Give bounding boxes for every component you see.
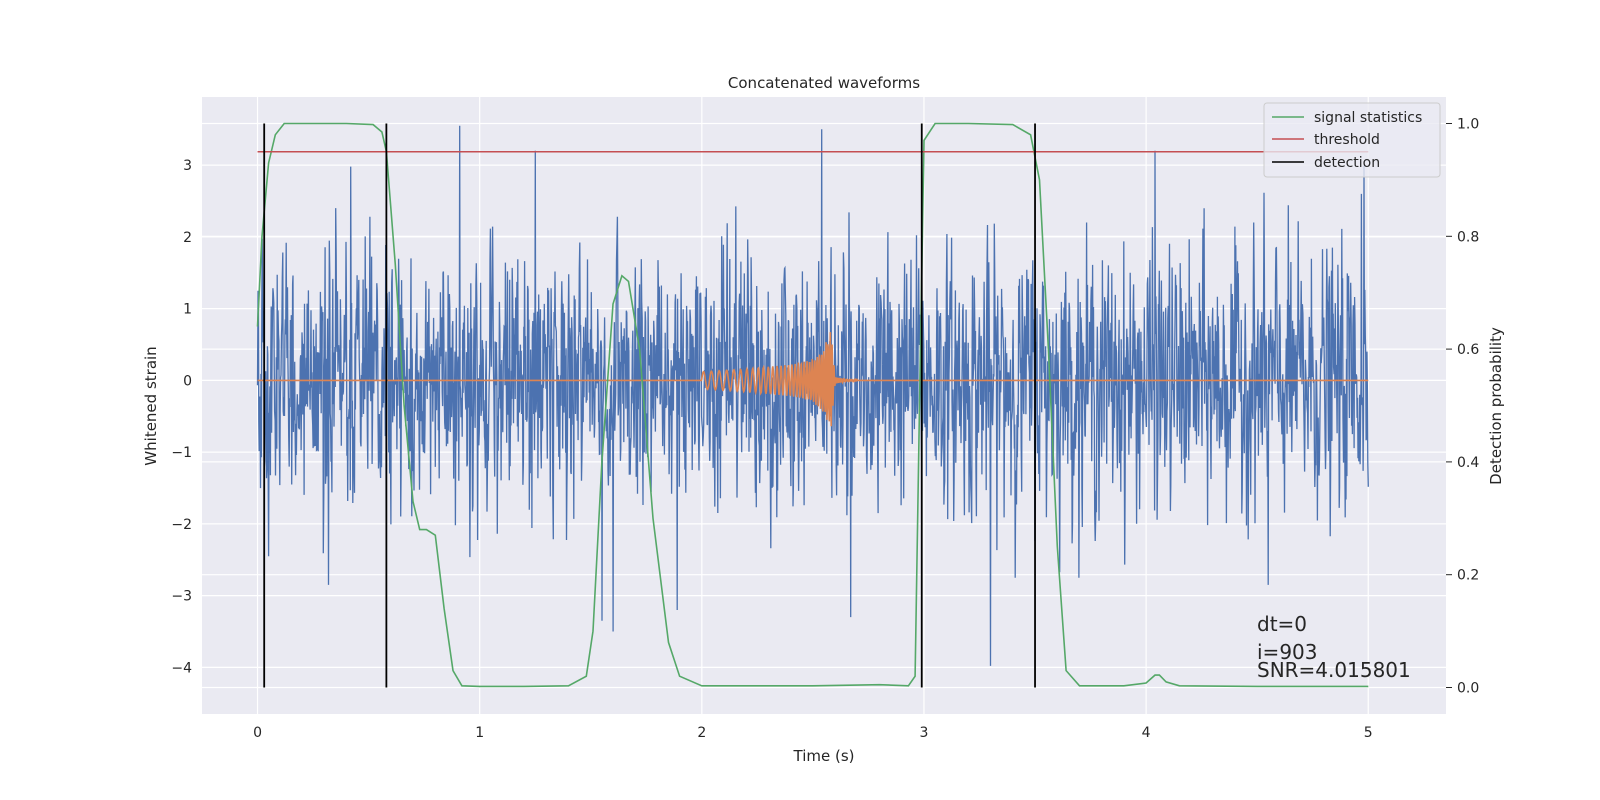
legend-label-detection: detection xyxy=(1314,155,1380,171)
y2-tick-label-0: 0.0 xyxy=(1457,680,1479,696)
y-tick-label-1: −3 xyxy=(171,589,192,605)
series-line-injected-waveform xyxy=(257,332,1369,427)
y-tick-label-3: −1 xyxy=(171,445,192,461)
legend-label-signal-statistics: signal statistics xyxy=(1314,110,1422,126)
y2-axis-label: Detection probability xyxy=(1487,327,1505,485)
x-tick-label-5: 5 xyxy=(1364,725,1373,741)
x-tick-label-0: 0 xyxy=(253,725,262,741)
series-line-signal-statistics xyxy=(256,122,1369,688)
y-tick-label-5: 1 xyxy=(183,302,192,318)
annotation-block: dt=0 i=903 SNR=4.015801 xyxy=(1257,612,1411,682)
ticks: 0 1 2 3 4 5 −4 −3 −2 −1 0 1 2 3 0.0 0.2 0.4 0.6 0.8 1.0 xyxy=(171,117,1479,741)
y-tick-label-6: 2 xyxy=(183,230,192,246)
y2-tick-label-3: 0.6 xyxy=(1457,342,1479,358)
x-tick-label-1: 1 xyxy=(475,725,484,741)
annotation-index: i=903 xyxy=(1257,640,1318,664)
y-tick-label-7: 3 xyxy=(183,158,192,174)
legend-box xyxy=(1263,102,1441,178)
annotation-dt: dt=0 xyxy=(1257,612,1307,636)
x-tick-label-4: 4 xyxy=(1142,725,1151,741)
y-tick-label-2: −2 xyxy=(171,517,192,533)
y2-tick-label-1: 0.2 xyxy=(1457,568,1479,584)
x-tick-label-2: 2 xyxy=(697,725,706,741)
y2-tick-label-5: 1.0 xyxy=(1457,117,1479,133)
y-axis-label: Whitened strain xyxy=(142,346,160,465)
chart-title: Concatenated waveforms xyxy=(728,74,920,92)
y2-tick-label-2: 0.4 xyxy=(1457,455,1479,471)
legend: signal statistics threshold detection xyxy=(1263,102,1441,178)
x-tick-label-3: 3 xyxy=(920,725,929,741)
y-tick-label-0: −4 xyxy=(171,660,192,676)
y-tick-label-4: 0 xyxy=(183,373,192,389)
plot-content xyxy=(256,122,1369,688)
y2-tick-label-4: 0.8 xyxy=(1457,229,1479,245)
annotation-snr: SNR=4.015801 xyxy=(1257,658,1411,682)
legend-label-threshold: threshold xyxy=(1314,132,1380,148)
x-axis-label: Time (s) xyxy=(793,747,855,765)
